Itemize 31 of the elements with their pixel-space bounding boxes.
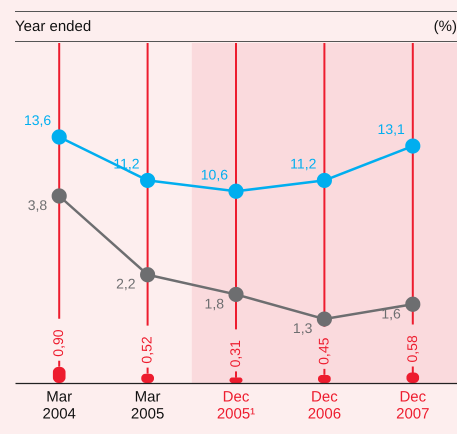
data-label: 10,6 xyxy=(200,166,228,182)
point xyxy=(228,286,244,302)
data-label: 0,52 xyxy=(138,336,155,364)
point xyxy=(52,129,67,145)
data-label: 0,90 xyxy=(50,329,66,357)
point xyxy=(228,184,244,199)
data-label: 13,1 xyxy=(378,121,406,138)
data-label: 1,6 xyxy=(381,305,402,322)
point xyxy=(316,172,332,188)
data-label: 2,2 xyxy=(116,276,136,292)
data-label: 1,3 xyxy=(292,320,313,336)
data-label: 0,31 xyxy=(227,340,243,368)
data-label: 11,2 xyxy=(290,155,317,172)
data-label: 0,45 xyxy=(315,337,332,365)
x-tick-label: Mar 2004 xyxy=(42,388,76,422)
x-tick-label: Dec 2005¹ xyxy=(216,388,256,422)
x-tick-label: Dec 2007 xyxy=(396,388,430,422)
data-label: 0,58 xyxy=(404,335,420,363)
chart-title: Year ended xyxy=(15,18,92,35)
point xyxy=(405,138,420,154)
point xyxy=(316,311,332,327)
x-tick-label: Dec 2006 xyxy=(308,388,342,422)
point xyxy=(405,296,420,312)
text: (%) xyxy=(434,18,457,35)
point xyxy=(52,188,67,204)
point xyxy=(140,172,156,188)
data-label: 1,8 xyxy=(204,295,224,312)
x-tick-label: Mar 2005 xyxy=(130,388,164,422)
point xyxy=(140,267,156,282)
data-label: 13,6 xyxy=(24,112,52,128)
data-label: 3,8 xyxy=(28,197,48,213)
